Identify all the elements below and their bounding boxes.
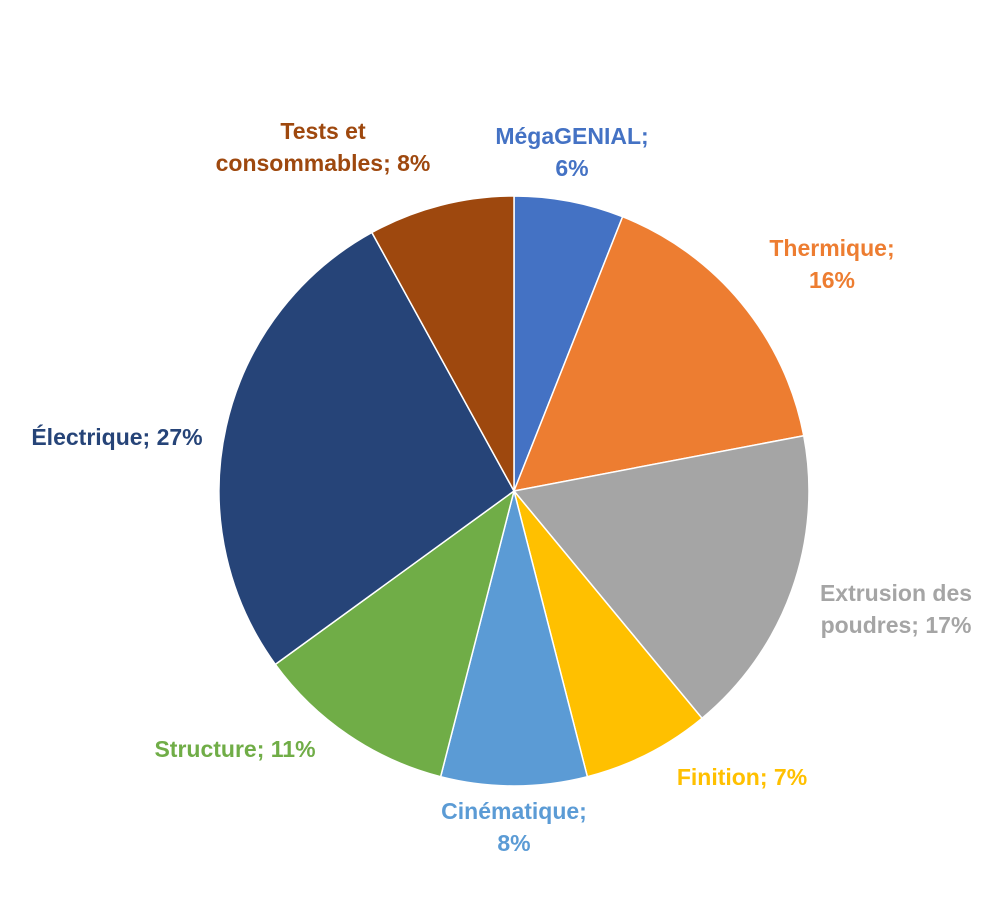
slice-label-line: 8%	[497, 830, 530, 856]
slice-label-line: Finition; 7%	[677, 764, 807, 790]
slice-data-label: Tests et consommables; 8%	[216, 118, 431, 176]
slice-label-line: Structure; 11%	[154, 736, 315, 762]
slice-label-line: consommables; 8%	[216, 150, 431, 176]
pie-slice	[512, 215, 805, 492]
slice-data-label: Thermique; 16%	[769, 235, 894, 293]
slice-data-label: Extrusion des poudres; 17%	[820, 580, 972, 638]
pie-slice	[274, 489, 516, 778]
data-labels: MégaGENIAL; 6% Thermique; 16% Extrusion des p…	[31, 118, 972, 856]
pie-slice	[512, 434, 810, 720]
slice-label-line: Électrique; 27%	[31, 423, 202, 450]
slice-label-line: Thermique;	[769, 235, 894, 261]
slice-label-line: 6%	[555, 155, 588, 181]
slice-label-line: Cinématique;	[441, 798, 587, 824]
pie-slice	[439, 490, 589, 787]
slice-data-label: MégaGENIAL; 6%	[495, 123, 648, 181]
pie-slice	[218, 231, 515, 666]
slice-data-label: Structure; 11%	[154, 736, 315, 762]
slice-label-line: Extrusion des	[820, 580, 972, 606]
slice-label-line: 16%	[809, 267, 855, 293]
slice-label-line: poudres; 17%	[821, 612, 972, 638]
slice-data-label: Cinématique; 8%	[441, 798, 587, 856]
slice-data-label: Électrique; 27%	[31, 423, 202, 450]
pie-slice	[370, 195, 515, 492]
slice-label-line: MégaGENIAL;	[495, 123, 648, 149]
slice-label-line: Tests et	[280, 118, 366, 144]
pie-slices	[218, 195, 810, 787]
pie-slice	[513, 490, 704, 778]
slice-data-label: Finition; 7%	[677, 764, 807, 790]
